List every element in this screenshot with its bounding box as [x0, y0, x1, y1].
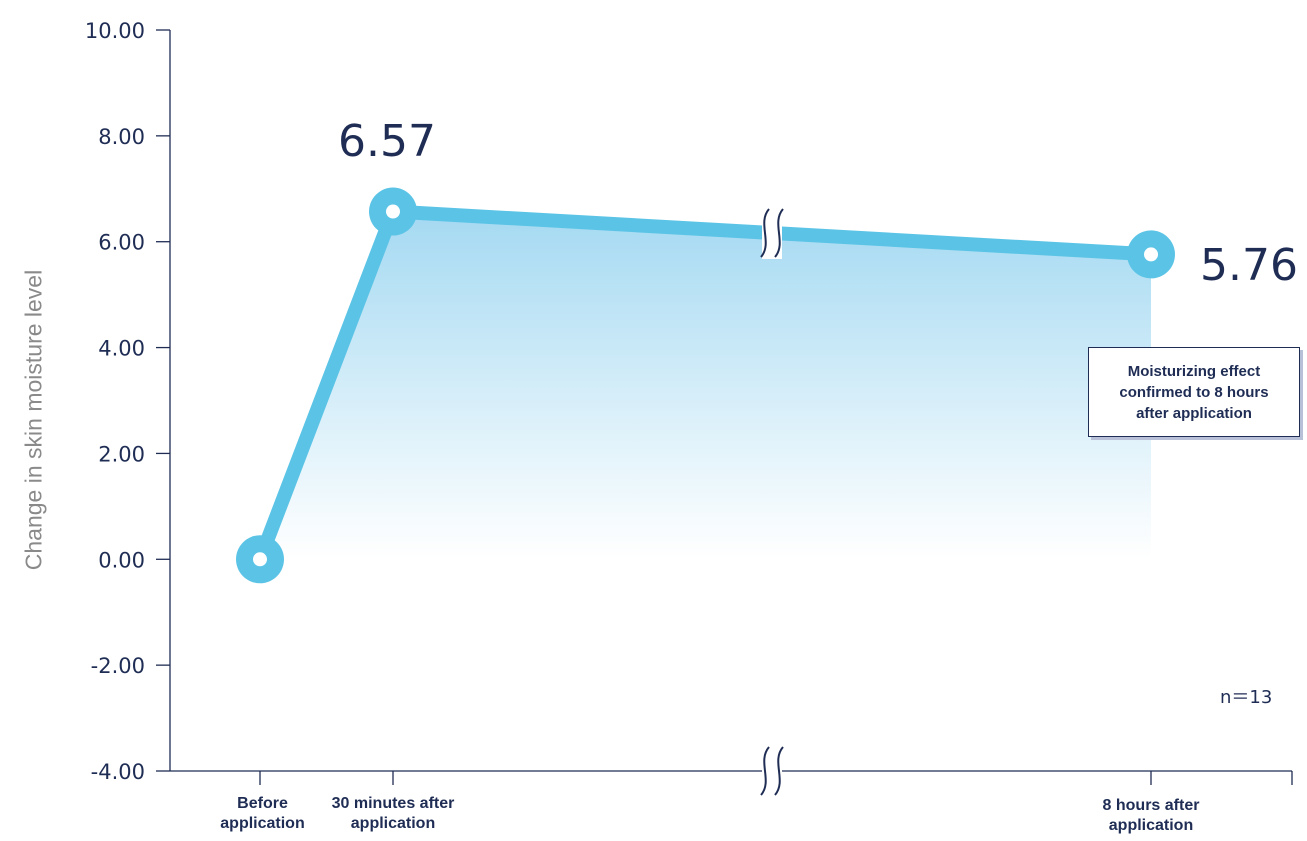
break-gap — [762, 206, 782, 259]
data-label-30min: 6.57 — [338, 116, 436, 167]
y-tick-label: 6.00 — [98, 231, 145, 255]
y-tick-label: 0.00 — [98, 548, 145, 572]
break-stroke — [760, 208, 770, 258]
data-label-8h: 5.76 — [1200, 240, 1298, 291]
y-tick-label: -4.00 — [91, 760, 145, 784]
area-fill — [260, 211, 1151, 560]
y-tick-label: 8.00 — [98, 125, 145, 149]
y-tick-label: 10.00 — [85, 19, 145, 43]
x-tick-label-before: Before application — [220, 795, 305, 832]
x-tick-label-30min: 30 minutes after application — [331, 795, 455, 832]
x-tick-label-8h: 8 hours after application — [1102, 797, 1200, 834]
sample-size-label: n＝13 — [1220, 687, 1273, 708]
data-point-center — [1144, 247, 1158, 262]
break-gap — [762, 745, 782, 797]
break-stroke — [760, 746, 770, 796]
y-tick-label: -2.00 — [91, 654, 145, 678]
x-axis-break-mark — [760, 745, 784, 797]
data-point-center — [386, 204, 400, 219]
series-break-mark — [760, 206, 784, 259]
y-axis-label: Change in skin moisture level — [20, 269, 47, 571]
annotation-box: Moisturizing effect confirmed to 8 hours… — [1088, 347, 1300, 437]
data-point-center — [253, 552, 267, 567]
y-tick-label: 2.00 — [98, 442, 145, 466]
y-tick-label: 4.00 — [98, 337, 145, 361]
break-stroke — [774, 208, 784, 258]
break-stroke — [774, 746, 784, 796]
